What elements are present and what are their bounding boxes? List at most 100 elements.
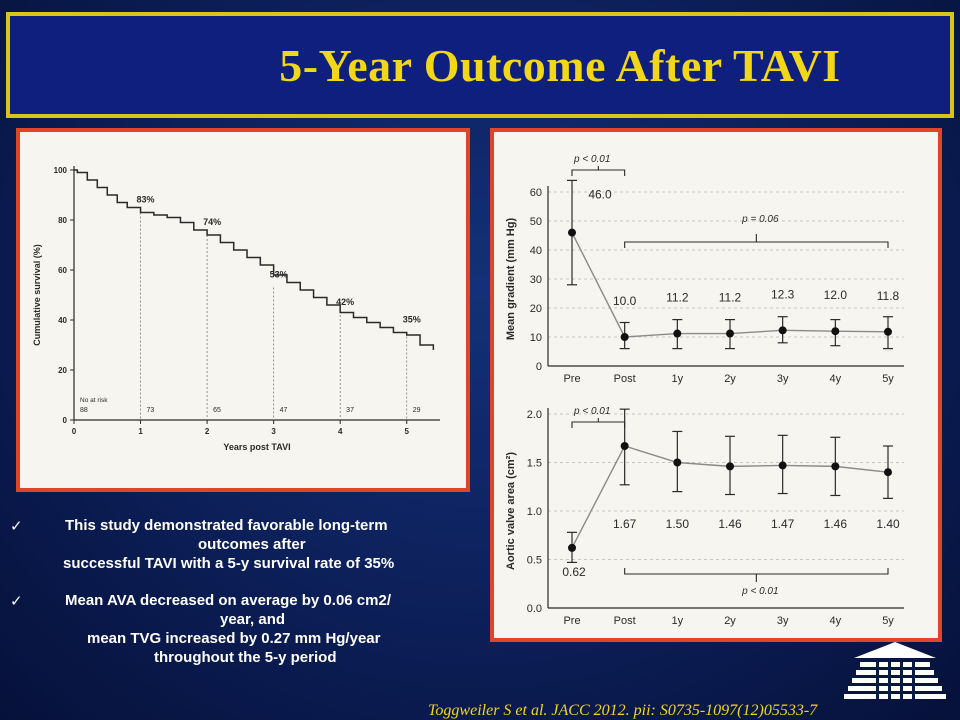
y-tick-label: 40 [58,316,67,325]
data-label: 1.67 [613,517,637,531]
x-tick-label: 3y [777,373,789,385]
y-tick-label: 1.5 [527,458,542,470]
p-value-label: p < 0.01 [573,154,610,165]
title-bar: 5-Year Outcome After TAVI [6,12,954,118]
data-point [884,468,892,477]
survival-annotation: 53% [270,270,288,280]
data-label: 1.46 [824,517,848,531]
x-tick-label: Pre [563,615,580,627]
data-point [620,333,629,341]
x-tick-label: Post [614,615,636,627]
x-axis-label: Years post TAVI [223,442,290,452]
y-tick-label: 100 [54,166,68,175]
data-label: 1.47 [771,517,795,531]
data-label: 1.50 [666,517,690,531]
at-risk-count: 88 [80,407,88,414]
y-tick-label: 60 [58,266,67,275]
significance-bracket [571,418,626,428]
at-risk-count: 65 [213,407,221,414]
at-risk-label: No at risk [80,397,108,404]
at-risk-count: 37 [346,407,354,414]
survival-curve [74,169,435,350]
y-axis-label: Aortic valve area (cm²) [505,452,517,570]
x-tick-label: 3 [271,427,276,436]
p-value-label: p < 0.01 [573,406,610,417]
at-risk-count: 47 [280,407,288,414]
data-label: 1.40 [876,517,900,531]
x-tick-label: 5 [405,427,410,436]
survival-annotation: 35% [403,315,421,325]
data-label: 11.2 [666,291,689,305]
x-tick-label: 0 [72,427,77,436]
finding-line: year, and [220,611,286,628]
x-tick-label: 1y [672,373,684,385]
data-point [778,461,787,470]
data-label: 0.62 [562,565,586,579]
x-tick-label: 2y [724,615,736,627]
findings-list: ✓ This study demonstrated favorable long… [8,516,488,681]
y-axis-label: Mean gradient (mm Hg) [505,218,517,341]
data-label: 46.0 [588,188,612,202]
data-point [568,543,576,552]
data-label: 12.0 [824,288,848,302]
y-axis-label: Cumulative survival (%) [32,244,42,346]
slide-title: 5-Year Outcome After TAVI [279,39,841,91]
x-tick-label: 2 [205,427,210,436]
finding-line: outcomes after [198,536,306,553]
y-tick-label: 0 [63,416,68,425]
finding-hemodynamics: ✓ Mean AVA decreased on average by 0.06 … [8,591,488,667]
y-tick-label: 50 [530,216,542,228]
data-point [673,458,682,467]
x-tick-label: 4y [830,615,842,627]
p-value-label: p = 0.06 [741,214,779,225]
significance-bracket [571,166,626,176]
data-point [884,327,892,336]
p-value-label: p < 0.01 [741,586,778,597]
data-label: 11.8 [877,289,900,303]
citation: Toggweiler S et al. JACC 2012. pii: S073… [428,702,818,719]
y-tick-label: 0 [536,361,542,373]
data-point [831,327,840,336]
y-tick-label: 2.0 [527,409,542,421]
x-tick-label: Pre [563,373,580,385]
y-tick-label: 10 [530,332,542,344]
at-risk-count: 73 [147,407,155,414]
survival-annotation: 74% [203,217,221,227]
survival-annotation: 42% [336,297,354,307]
finding-line: Mean AVA decreased on average by 0.06 cm… [65,592,391,609]
finding-line: This study demonstrated favorable long-t… [65,517,388,534]
hemodynamics-charts: 0 10 20 30 40 50 60 Mean gradient (mm Hg) Pre Pos… [505,154,904,627]
survival-chart: 0 20 40 60 80 100 0 1 2 3 4 5 Years post TAVI Cumulat… [32,166,440,452]
y-tick-label: 60 [530,187,542,199]
x-tick-label: 5y [882,615,894,627]
finding-line: throughout the 5-y period [154,649,337,666]
data-point [568,228,576,237]
data-label: 10.0 [613,294,637,308]
x-tick-label: 5y [882,373,894,385]
survival-annotation: 83% [137,195,155,205]
survival-chart-panel: 0 20 40 60 80 100 0 1 2 3 4 5 Years post TAVI Cumulat… [16,128,470,492]
data-point [726,462,734,471]
data-point [831,462,840,471]
y-tick-label: 1.0 [527,506,542,518]
x-tick-label: 4y [830,373,842,385]
y-tick-label: 0.5 [527,555,542,567]
x-tick-label: 1y [672,615,684,627]
data-label: 11.2 [719,291,742,305]
y-tick-label: 80 [58,216,67,225]
finding-line: successful TAVI with a 5-y survival rate… [63,555,395,572]
finding-survival: ✓ This study demonstrated favorable long… [8,516,488,573]
at-risk-count: 29 [413,407,421,414]
finding-line: mean TVG increased by 0.27 mm Hg/year [87,630,381,647]
significance-bracket [624,568,889,582]
data-point [726,329,734,338]
check-mark-icon: ✓ [10,593,23,610]
x-tick-label: 2y [724,373,736,385]
check-mark-icon: ✓ [10,518,23,535]
y-tick-label: 20 [530,303,542,315]
data-point [673,329,682,338]
data-point [620,442,629,451]
data-label: 12.3 [771,287,795,301]
data-point [778,326,787,335]
x-tick-label: 3y [777,615,789,627]
